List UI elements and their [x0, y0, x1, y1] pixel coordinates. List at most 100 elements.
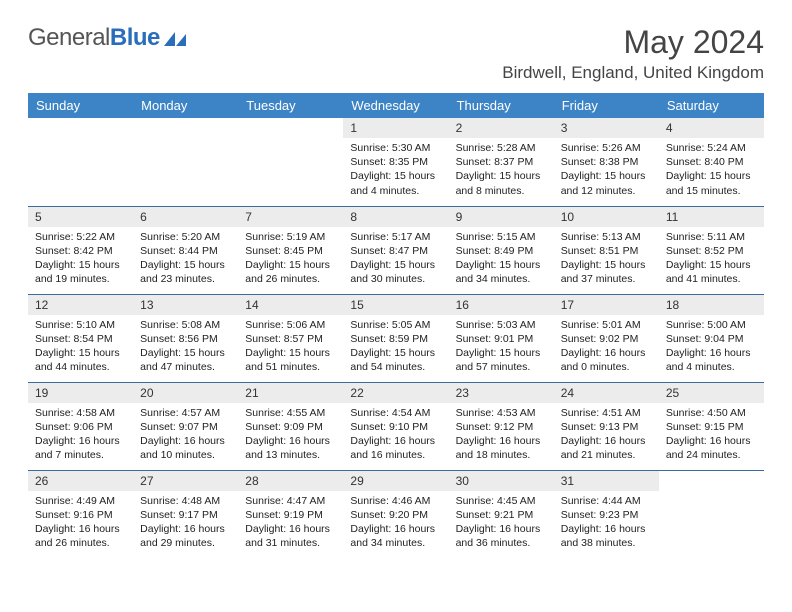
day-cell: 15Sunrise: 5:05 AMSunset: 8:59 PMDayligh…	[343, 294, 448, 382]
day-number: 16	[449, 295, 554, 315]
daylight: Daylight: 15 hours and 54 minutes.	[350, 346, 441, 374]
day-number: 20	[133, 383, 238, 403]
day-number: 8	[343, 207, 448, 227]
day-body: Sunrise: 5:22 AMSunset: 8:42 PMDaylight:…	[28, 227, 133, 291]
sunset: Sunset: 9:06 PM	[35, 420, 126, 434]
daylight: Daylight: 16 hours and 26 minutes.	[35, 522, 126, 550]
day-cell: 30Sunrise: 4:45 AMSunset: 9:21 PMDayligh…	[449, 470, 554, 554]
sunset: Sunset: 9:16 PM	[35, 508, 126, 522]
day-cell: ·	[659, 470, 764, 554]
day-body: Sunrise: 4:49 AMSunset: 9:16 PMDaylight:…	[28, 491, 133, 555]
day-cell: 28Sunrise: 4:47 AMSunset: 9:19 PMDayligh…	[238, 470, 343, 554]
dayname-2: Tuesday	[238, 93, 343, 118]
sunset: Sunset: 8:37 PM	[456, 155, 547, 169]
sunrise: Sunrise: 4:50 AM	[666, 406, 757, 420]
dayname-1: Monday	[133, 93, 238, 118]
daylight: Daylight: 15 hours and 23 minutes.	[140, 258, 231, 286]
sunrise: Sunrise: 5:06 AM	[245, 318, 336, 332]
day-body: Sunrise: 5:11 AMSunset: 8:52 PMDaylight:…	[659, 227, 764, 291]
daylight: Daylight: 15 hours and 26 minutes.	[245, 258, 336, 286]
dayname-4: Thursday	[449, 93, 554, 118]
day-body: Sunrise: 4:47 AMSunset: 9:19 PMDaylight:…	[238, 491, 343, 555]
sunrise: Sunrise: 5:10 AM	[35, 318, 126, 332]
day-cell: 4 Sunrise: 5:24 AMSunset: 8:40 PMDaylight…	[659, 118, 764, 206]
day-number: 22	[343, 383, 448, 403]
day-cell: 7Sunrise: 5:19 AMSunset: 8:45 PMDaylight…	[238, 206, 343, 294]
day-cell: 22Sunrise: 4:54 AMSunset: 9:10 PMDayligh…	[343, 382, 448, 470]
sunrise: Sunrise: 5:24 AM	[666, 141, 757, 155]
day-body: Sunrise: 4:46 AMSunset: 9:20 PMDaylight:…	[343, 491, 448, 555]
day-number: 3	[554, 118, 659, 138]
day-body: Sunrise: 4:57 AMSunset: 9:07 PMDaylight:…	[133, 403, 238, 467]
day-cell: 8Sunrise: 5:17 AMSunset: 8:47 PMDaylight…	[343, 206, 448, 294]
day-cell: ·	[133, 118, 238, 206]
day-body: Sunrise: 5:20 AMSunset: 8:44 PMDaylight:…	[133, 227, 238, 291]
sunset: Sunset: 9:12 PM	[456, 420, 547, 434]
sunrise: Sunrise: 5:03 AM	[456, 318, 547, 332]
day-cell: 6Sunrise: 5:20 AMSunset: 8:44 PMDaylight…	[133, 206, 238, 294]
day-cell: 5Sunrise: 5:22 AMSunset: 8:42 PMDaylight…	[28, 206, 133, 294]
calendar-table: SundayMondayTuesdayWednesdayThursdayFrid…	[28, 93, 764, 554]
day-number: 28	[238, 471, 343, 491]
page: GeneralBlue May 2024 Birdwell, England, …	[0, 0, 792, 564]
sunset: Sunset: 8:40 PM	[666, 155, 757, 169]
sunset: Sunset: 9:07 PM	[140, 420, 231, 434]
sunrise: Sunrise: 4:45 AM	[456, 494, 547, 508]
week-row: 26Sunrise: 4:49 AMSunset: 9:16 PMDayligh…	[28, 470, 764, 554]
day-number: 18	[659, 295, 764, 315]
day-body: Sunrise: 5:28 AMSunset: 8:37 PMDaylight:…	[449, 138, 554, 202]
sunset: Sunset: 8:45 PM	[245, 244, 336, 258]
daylight: Daylight: 16 hours and 38 minutes.	[561, 522, 652, 550]
sunset: Sunset: 8:49 PM	[456, 244, 547, 258]
day-body: Sunrise: 5:00 AMSunset: 9:04 PMDaylight:…	[659, 315, 764, 379]
sunrise: Sunrise: 5:15 AM	[456, 230, 547, 244]
logo-word1: General	[28, 24, 110, 51]
day-body: Sunrise: 4:54 AMSunset: 9:10 PMDaylight:…	[343, 403, 448, 467]
daylight: Daylight: 16 hours and 36 minutes.	[456, 522, 547, 550]
daylight: Daylight: 16 hours and 7 minutes.	[35, 434, 126, 462]
sunset: Sunset: 8:42 PM	[35, 244, 126, 258]
day-body: Sunrise: 4:45 AMSunset: 9:21 PMDaylight:…	[449, 491, 554, 555]
daylight: Daylight: 15 hours and 41 minutes.	[666, 258, 757, 286]
day-cell: 23Sunrise: 4:53 AMSunset: 9:12 PMDayligh…	[449, 382, 554, 470]
sunset: Sunset: 8:56 PM	[140, 332, 231, 346]
daylight: Daylight: 15 hours and 57 minutes.	[456, 346, 547, 374]
calendar-body: ···1Sunrise: 5:30 AMSunset: 8:35 PMDayli…	[28, 118, 764, 554]
daylight: Daylight: 15 hours and 15 minutes.	[666, 169, 757, 197]
sunset: Sunset: 8:59 PM	[350, 332, 441, 346]
day-body: Sunrise: 4:50 AMSunset: 9:15 PMDaylight:…	[659, 403, 764, 467]
week-row: 19Sunrise: 4:58 AMSunset: 9:06 PMDayligh…	[28, 382, 764, 470]
daylight: Daylight: 15 hours and 12 minutes.	[561, 169, 652, 197]
sunrise: Sunrise: 4:55 AM	[245, 406, 336, 420]
day-cell: 19 Sunrise: 4:58 AMSunset: 9:06 PMDayligh…	[28, 382, 133, 470]
day-number: 21	[238, 383, 343, 403]
sunrise: Sunrise: 5:30 AM	[350, 141, 441, 155]
location: Birdwell, England, United Kingdom	[502, 63, 764, 83]
day-body: Sunrise: 5:13 AMSunset: 8:51 PMDaylight:…	[554, 227, 659, 291]
sunset: Sunset: 9:13 PM	[561, 420, 652, 434]
day-number: 27	[133, 471, 238, 491]
day-number: 4	[659, 118, 764, 138]
sunrise: Sunrise: 4:46 AM	[350, 494, 441, 508]
sunrise: Sunrise: 4:49 AM	[35, 494, 126, 508]
sunset: Sunset: 9:01 PM	[456, 332, 547, 346]
sunrise: Sunrise: 4:44 AM	[561, 494, 652, 508]
day-number: 19	[28, 383, 133, 403]
day-number: 7	[238, 207, 343, 227]
month-title: May 2024	[502, 24, 764, 61]
sunrise: Sunrise: 5:11 AM	[666, 230, 757, 244]
day-number: 25	[659, 383, 764, 403]
day-body: Sunrise: 5:05 AMSunset: 8:59 PMDaylight:…	[343, 315, 448, 379]
sunset: Sunset: 8:51 PM	[561, 244, 652, 258]
daylight: Daylight: 16 hours and 24 minutes.	[666, 434, 757, 462]
day-cell: 13Sunrise: 5:08 AMSunset: 8:56 PMDayligh…	[133, 294, 238, 382]
daylight: Daylight: 16 hours and 4 minutes.	[666, 346, 757, 374]
day-number: 6	[133, 207, 238, 227]
day-cell: 14Sunrise: 5:06 AMSunset: 8:57 PMDayligh…	[238, 294, 343, 382]
sunset: Sunset: 9:04 PM	[666, 332, 757, 346]
header-row: GeneralBlue May 2024 Birdwell, England, …	[28, 24, 764, 83]
day-body: Sunrise: 5:06 AMSunset: 8:57 PMDaylight:…	[238, 315, 343, 379]
day-cell: 27Sunrise: 4:48 AMSunset: 9:17 PMDayligh…	[133, 470, 238, 554]
sunrise: Sunrise: 4:58 AM	[35, 406, 126, 420]
sunrise: Sunrise: 5:05 AM	[350, 318, 441, 332]
